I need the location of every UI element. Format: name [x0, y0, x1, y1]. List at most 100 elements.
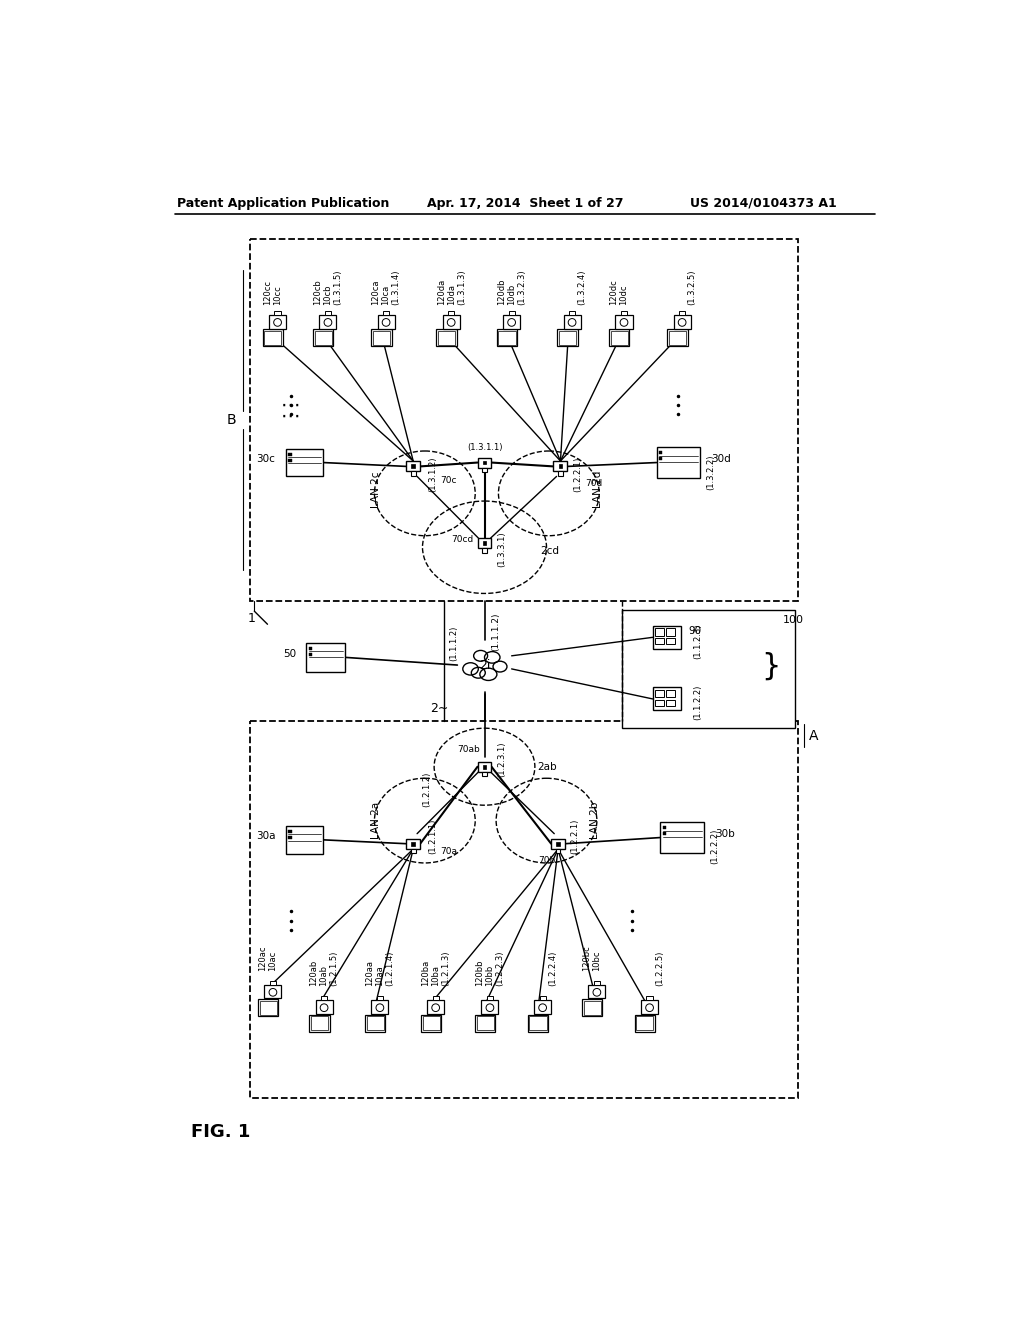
Text: 10ab: 10ab — [319, 965, 329, 986]
Bar — [497, 330, 517, 346]
Text: 10cb: 10cb — [324, 284, 333, 305]
Text: 120ac: 120ac — [258, 945, 267, 970]
Bar — [563, 314, 581, 329]
Text: A: A — [809, 729, 818, 743]
Text: (1.2.2.1): (1.2.2.1) — [570, 818, 580, 854]
Text: FIG. 1: FIG. 1 — [191, 1123, 251, 1142]
Bar — [611, 331, 628, 345]
Text: LAN 2c: LAN 2c — [371, 471, 381, 508]
Text: 1: 1 — [248, 612, 256, 626]
Text: 120dc: 120dc — [609, 279, 618, 305]
Text: 30c: 30c — [256, 454, 275, 463]
Bar — [251, 721, 799, 1098]
Bar — [372, 1001, 388, 1014]
Bar — [258, 999, 279, 1016]
Bar — [432, 997, 438, 1001]
Text: 10cc: 10cc — [273, 285, 282, 305]
Text: ⋯: ⋯ — [281, 407, 300, 426]
Text: 70a: 70a — [440, 847, 458, 855]
Text: (1.2.1.5): (1.2.1.5) — [330, 950, 339, 986]
Bar — [652, 626, 681, 649]
Text: (1.2.1.4): (1.2.1.4) — [385, 950, 394, 986]
Bar — [309, 1015, 330, 1032]
Bar — [482, 764, 486, 768]
Text: (1.3.2.4): (1.3.2.4) — [578, 269, 587, 305]
Bar — [666, 700, 675, 706]
Bar — [551, 838, 565, 849]
Text: (1.2.1.2): (1.2.1.2) — [423, 772, 432, 808]
Text: (1.2.2.3): (1.2.2.3) — [496, 950, 505, 986]
Ellipse shape — [376, 1003, 384, 1011]
Bar — [556, 849, 560, 853]
Ellipse shape — [678, 318, 686, 326]
Bar — [412, 465, 415, 469]
Bar — [666, 689, 675, 697]
Text: 120cb: 120cb — [313, 279, 323, 305]
Text: 100: 100 — [783, 615, 804, 626]
Bar — [263, 330, 283, 346]
Bar — [286, 826, 324, 854]
Bar — [509, 312, 515, 314]
Text: 70c: 70c — [440, 475, 457, 484]
Text: 70cd: 70cd — [452, 535, 474, 544]
Bar — [407, 462, 420, 471]
Bar — [558, 465, 562, 469]
Ellipse shape — [432, 1003, 439, 1011]
Bar — [423, 1016, 439, 1030]
Text: 2ab: 2ab — [538, 762, 557, 772]
Bar — [477, 539, 492, 548]
Text: (1.3.1.3): (1.3.1.3) — [457, 269, 466, 305]
Bar — [655, 638, 665, 644]
Bar — [442, 314, 460, 329]
Bar — [652, 688, 681, 710]
Text: 10da: 10da — [446, 284, 456, 305]
Bar — [412, 842, 415, 846]
Text: (1.2.1.1): (1.2.1.1) — [428, 818, 437, 854]
Bar — [482, 548, 486, 553]
Ellipse shape — [324, 318, 332, 326]
Bar — [481, 1001, 499, 1014]
Bar — [615, 314, 633, 329]
Bar — [540, 997, 546, 1001]
Text: 2∼: 2∼ — [430, 702, 449, 715]
Bar — [482, 461, 486, 465]
Bar — [594, 981, 600, 985]
Text: 10ba: 10ba — [431, 965, 440, 986]
Bar — [289, 836, 292, 840]
Bar — [407, 838, 420, 849]
Bar — [557, 330, 578, 346]
Text: Apr. 17, 2014  Sheet 1 of 27: Apr. 17, 2014 Sheet 1 of 27 — [427, 197, 623, 210]
Bar — [321, 997, 328, 1001]
Bar — [589, 985, 605, 998]
Text: 10bb: 10bb — [485, 965, 495, 986]
Bar — [635, 1015, 655, 1032]
Text: (1.3.1.2): (1.3.1.2) — [428, 457, 437, 492]
Bar — [658, 451, 662, 454]
Bar — [286, 449, 324, 477]
Bar — [372, 330, 391, 346]
Text: 70d: 70d — [586, 479, 602, 488]
Bar — [669, 331, 686, 345]
Bar — [477, 1016, 494, 1030]
Bar — [623, 610, 795, 729]
Bar — [383, 312, 389, 314]
Bar — [366, 1015, 385, 1032]
Bar — [475, 1015, 496, 1032]
Text: 70ab: 70ab — [458, 746, 480, 754]
Text: US 2014/0104373 A1: US 2014/0104373 A1 — [690, 197, 837, 210]
Ellipse shape — [508, 318, 515, 326]
Bar — [289, 459, 292, 462]
Text: (1.3.1.4): (1.3.1.4) — [391, 269, 400, 305]
Text: 120db: 120db — [497, 279, 506, 305]
Bar — [289, 453, 292, 455]
Text: (1.3.2.2): (1.3.2.2) — [707, 454, 716, 490]
Bar — [438, 331, 455, 345]
Bar — [482, 772, 486, 776]
Text: 2cd: 2cd — [541, 546, 559, 556]
Bar — [655, 689, 665, 697]
Bar — [656, 447, 700, 478]
Bar — [679, 312, 685, 314]
Bar — [668, 330, 687, 346]
Ellipse shape — [471, 668, 485, 678]
Ellipse shape — [382, 318, 390, 326]
